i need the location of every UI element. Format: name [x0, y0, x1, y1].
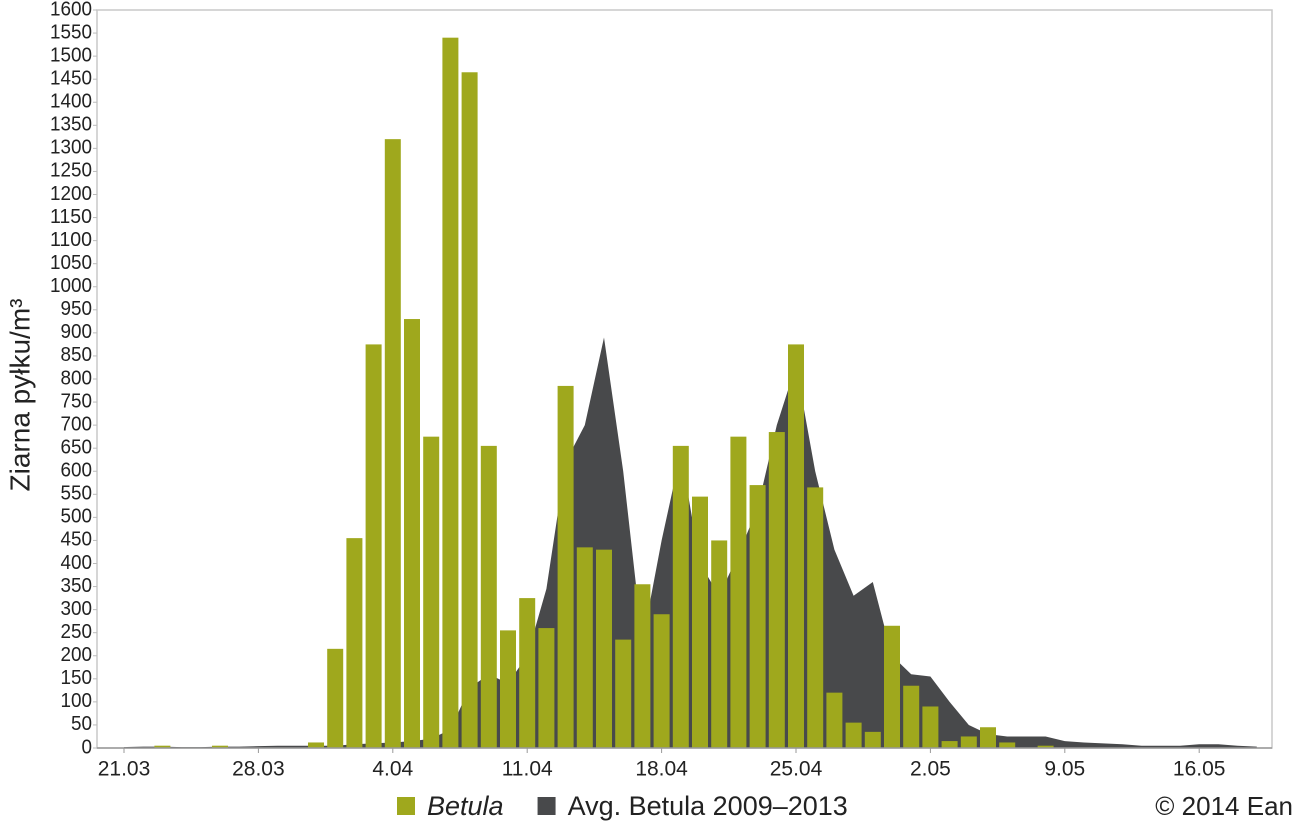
bar — [903, 685, 920, 748]
y-tick-label: 50 — [71, 713, 92, 735]
bar — [557, 385, 574, 748]
x-tick-label: 16.05 — [1173, 758, 1226, 781]
bar — [384, 139, 401, 748]
y-tick-label: 350 — [61, 575, 93, 597]
bar — [653, 614, 670, 748]
x-tick-label: 21.03 — [98, 758, 151, 781]
y-tick-label: 900 — [61, 321, 93, 343]
y-tick-label: 500 — [61, 506, 93, 528]
y-tick-label: 700 — [61, 413, 93, 435]
bar — [749, 485, 766, 748]
bar — [672, 445, 689, 748]
bar — [308, 742, 324, 748]
bar — [576, 547, 593, 748]
bar — [980, 727, 996, 748]
bar — [519, 598, 536, 748]
y-tick-label: 0 — [82, 736, 93, 758]
bar — [692, 496, 708, 748]
y-tick-label: 1400 — [50, 91, 92, 113]
bar — [884, 625, 900, 748]
y-tick-label: 150 — [61, 667, 93, 689]
x-tick-label: 11.04 — [502, 758, 553, 781]
bar — [826, 692, 843, 748]
y-tick-label: 950 — [61, 298, 93, 320]
y-tick-label: 1000 — [50, 275, 92, 297]
y-axis-label: Ziarna pyłku/m³ — [4, 299, 35, 492]
y-tick-label: 100 — [61, 690, 93, 712]
x-tick-label: 18.04 — [635, 758, 688, 781]
y-tick-label: 1500 — [50, 44, 92, 66]
bar — [788, 344, 804, 748]
bar — [500, 630, 516, 748]
area — [124, 337, 1257, 748]
y-tick-label: 450 — [61, 529, 93, 551]
bar — [864, 731, 881, 748]
bar — [960, 736, 977, 748]
bar — [711, 540, 728, 748]
legend-swatch — [397, 797, 415, 815]
y-tick-label: 650 — [61, 436, 93, 458]
x-tick-label: 25.04 — [770, 758, 823, 781]
y-tick-label: 1300 — [50, 137, 92, 159]
x-tick-label: 28.03 — [232, 758, 285, 781]
bar — [404, 319, 420, 748]
x-tick-label: 9.05 — [1044, 758, 1085, 781]
x-tick-label: 2.05 — [910, 758, 951, 781]
y-tick-label: 850 — [61, 344, 93, 366]
bar — [922, 706, 939, 748]
y-tick-label: 1200 — [50, 183, 92, 205]
y-tick-label: 300 — [61, 598, 93, 620]
bar — [346, 538, 363, 748]
bar — [423, 436, 440, 748]
bar — [615, 639, 632, 748]
bar — [768, 432, 785, 748]
x-tick-label: 4.04 — [372, 758, 413, 781]
bar — [999, 742, 1016, 748]
bar — [365, 344, 382, 748]
bar — [327, 648, 344, 748]
y-tick-label: 1100 — [50, 229, 92, 251]
y-tick-label: 750 — [61, 390, 93, 412]
legend-label: Avg. Betula 2009–2013 — [568, 791, 848, 821]
bar — [807, 487, 824, 748]
y-tick-label: 800 — [61, 367, 93, 389]
bar — [1037, 745, 1054, 748]
legend-swatch — [537, 797, 556, 815]
bar — [538, 628, 555, 748]
y-tick-label: 1450 — [50, 67, 92, 89]
bar — [154, 745, 171, 748]
bar — [461, 72, 478, 749]
y-tick-label: 1600 — [50, 0, 92, 20]
y-tick-label: 1150 — [50, 206, 92, 228]
legend-label: Betula — [427, 791, 504, 821]
bar — [442, 37, 459, 749]
bar — [480, 445, 497, 748]
y-tick-label: 600 — [61, 460, 93, 482]
bar — [634, 584, 651, 748]
bar — [730, 436, 747, 748]
y-tick-label: 1050 — [50, 252, 92, 274]
y-tick-label: 250 — [61, 621, 93, 643]
y-tick-label: 200 — [61, 644, 93, 666]
bar — [596, 549, 612, 748]
y-tick-label: 1350 — [50, 114, 92, 136]
bar — [212, 745, 228, 748]
credit: © 2014 Ean — [1155, 791, 1293, 821]
bar — [845, 722, 862, 748]
y-tick-label: 1550 — [50, 21, 92, 43]
y-tick-label: 1250 — [50, 160, 92, 182]
y-tick-label: 550 — [61, 483, 93, 505]
bar — [941, 741, 958, 748]
y-tick-label: 400 — [61, 552, 93, 574]
